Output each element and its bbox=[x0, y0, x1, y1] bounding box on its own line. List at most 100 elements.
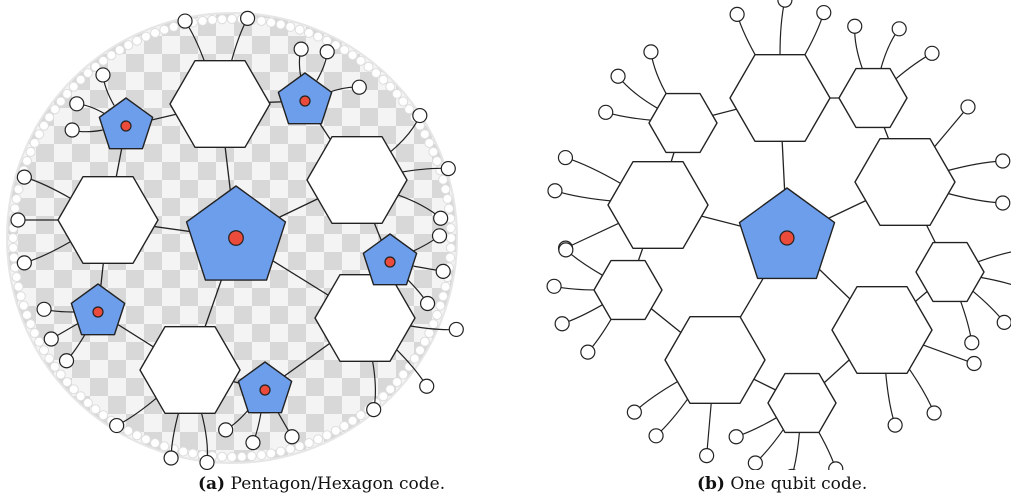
panel-a-h4-hexagon-tensor bbox=[139, 325, 241, 415]
rim-dot bbox=[140, 434, 151, 445]
panel-b-r-leg-2-leg-line bbox=[885, 372, 896, 426]
rim-dot bbox=[419, 336, 430, 347]
rim-dot bbox=[444, 203, 455, 214]
rim-dot bbox=[424, 137, 435, 148]
panel-a-p4-leg-2-physical-qubit-node bbox=[218, 422, 234, 438]
panel-a-h5-leg-1-physical-qubit-node bbox=[16, 255, 32, 271]
panel-a-p5-leg-1-physical-qubit-node bbox=[36, 301, 52, 317]
rim-dot bbox=[62, 88, 73, 99]
panel-b-s2-leg-1-physical-qubit-node bbox=[891, 21, 907, 37]
caption-panel-a: (a) Pentagon/Hexagon code. bbox=[198, 474, 445, 494]
rim-dot bbox=[445, 242, 456, 253]
panel-a-p5-leg-0-physical-qubit-node bbox=[43, 331, 59, 347]
panel-b-s4-leg-3-physical-qubit-node bbox=[728, 429, 744, 445]
panel-a-h4-leg-1-physical-qubit-node bbox=[109, 417, 125, 434]
panel-a-p4-logical-qubit-dot bbox=[259, 384, 271, 396]
panel-b-s2-hexagon-tensor bbox=[838, 67, 908, 129]
rim-dot bbox=[207, 14, 218, 25]
panel-a-p1-logical-qubit-dot bbox=[120, 120, 132, 132]
caption-a-text: Pentagon/Hexagon code. bbox=[230, 474, 446, 494]
rim-dot bbox=[424, 328, 435, 339]
panel-a-h2-leg-0-physical-qubit-node bbox=[412, 107, 428, 124]
rim-dot bbox=[322, 35, 333, 46]
rim-dot bbox=[21, 309, 32, 320]
panel-a-h4-leg-2-physical-qubit-node bbox=[199, 454, 215, 470]
panel-b-br-leg-1-physical-qubit-node bbox=[648, 428, 664, 444]
rim-dot bbox=[330, 40, 341, 51]
panel-b-tr-leg-1-leg-line bbox=[945, 160, 1003, 172]
rim-dot bbox=[25, 146, 36, 157]
panel-b-l-leg-1-leg-line bbox=[554, 190, 616, 202]
rim-dot bbox=[8, 242, 19, 253]
panel-b-r-hexagon-tensor bbox=[831, 285, 933, 375]
panel-b-r-leg-1-leg-line bbox=[905, 364, 935, 414]
rim-dot bbox=[44, 353, 55, 364]
rim-dot bbox=[256, 15, 267, 26]
rim-dot bbox=[378, 74, 389, 85]
panel-a-h3-leg-1-physical-qubit-node bbox=[419, 378, 435, 394]
rim-dot bbox=[246, 451, 257, 462]
rim-dot bbox=[371, 68, 382, 79]
rim-dot bbox=[123, 40, 134, 51]
rim-dot bbox=[98, 55, 109, 66]
panel-a-p2-logical-qubit-dot bbox=[299, 95, 311, 107]
rim-dot bbox=[347, 50, 358, 61]
panel-b-s1-leg-0-physical-qubit-node bbox=[610, 68, 626, 84]
rim-dot bbox=[217, 451, 228, 462]
panel-b-s3-leg-1-leg-line bbox=[978, 276, 1011, 285]
rim-dot bbox=[285, 21, 296, 32]
rim-dot bbox=[339, 421, 350, 432]
panel-b-t-leg-0-physical-qubit-node bbox=[729, 6, 745, 22]
rim-dot bbox=[9, 203, 20, 214]
rim-dot bbox=[159, 441, 170, 452]
rim-dot bbox=[11, 272, 22, 283]
panel-b-s2-leg-0-physical-qubit-node bbox=[847, 18, 863, 34]
rim-dot bbox=[90, 404, 101, 415]
panel-b-s1-leg-2-physical-qubit-node bbox=[598, 104, 614, 120]
panel-a-tensors bbox=[10, 10, 464, 470]
rim-dot bbox=[322, 430, 333, 441]
rim-dot bbox=[178, 446, 189, 457]
panel-a-p4-leg-0-physical-qubit-node bbox=[284, 429, 300, 445]
panel-a-p2-leg-2-physical-qubit-node bbox=[293, 41, 309, 57]
panel-a-h1-hexagon-tensor bbox=[169, 59, 271, 149]
panel-b-s1-leg-0-leg-line bbox=[617, 75, 659, 110]
panel-a-p1-leg-0-physical-qubit-node bbox=[69, 96, 85, 112]
rim-dot bbox=[217, 14, 228, 25]
caption-panel-b: (b) One qubit code. bbox=[697, 474, 867, 494]
rim-dot bbox=[187, 448, 198, 459]
panel-a-h1-leg-1-physical-qubit-node bbox=[240, 10, 256, 26]
rim-dot bbox=[438, 291, 449, 302]
rim-dot bbox=[8, 252, 19, 263]
panel-b-tr-leg-0-leg-line bbox=[931, 106, 969, 150]
panel-b-s5-leg-0-physical-qubit-node bbox=[554, 316, 570, 332]
panel-a-h2-leg-2-physical-qubit-node bbox=[433, 210, 449, 226]
rim-dot bbox=[355, 410, 366, 421]
panel-b-s4-leg-1-leg-line bbox=[792, 431, 801, 470]
rim-dot bbox=[363, 61, 374, 72]
rim-dot bbox=[236, 451, 247, 462]
rim-dot bbox=[285, 444, 296, 455]
rim-dot bbox=[68, 384, 79, 395]
rim-dot bbox=[294, 24, 305, 35]
rim-dot bbox=[419, 129, 430, 140]
panel-a-h1-leg-0-physical-qubit-node bbox=[177, 13, 193, 29]
panel-b-t-hexagon-tensor bbox=[729, 53, 831, 143]
rim-dot bbox=[266, 17, 277, 28]
panel-b-s5-leg-3-physical-qubit-node bbox=[580, 344, 596, 360]
panel-b-t-leg-2-physical-qubit-node bbox=[816, 4, 832, 21]
rim-dot bbox=[391, 377, 402, 388]
rim-dot bbox=[44, 112, 55, 123]
panel-b-s4-hexagon-tensor bbox=[767, 372, 837, 434]
panel-b-br-leg-2-leg-line bbox=[633, 380, 679, 413]
rim-dot bbox=[398, 96, 409, 107]
rim-dot bbox=[8, 233, 18, 243]
rim-dot bbox=[385, 384, 396, 395]
rim-dot bbox=[227, 452, 237, 462]
rim-dot bbox=[330, 425, 341, 436]
rim-dot bbox=[62, 377, 73, 388]
panel-a-h5-leg-2-physical-qubit-node bbox=[16, 169, 32, 185]
rim-dot bbox=[398, 369, 409, 380]
panel-b-s3-leg-0-leg-line bbox=[976, 251, 1011, 263]
panel-b-tr-leg-2-physical-qubit-node bbox=[995, 195, 1011, 211]
